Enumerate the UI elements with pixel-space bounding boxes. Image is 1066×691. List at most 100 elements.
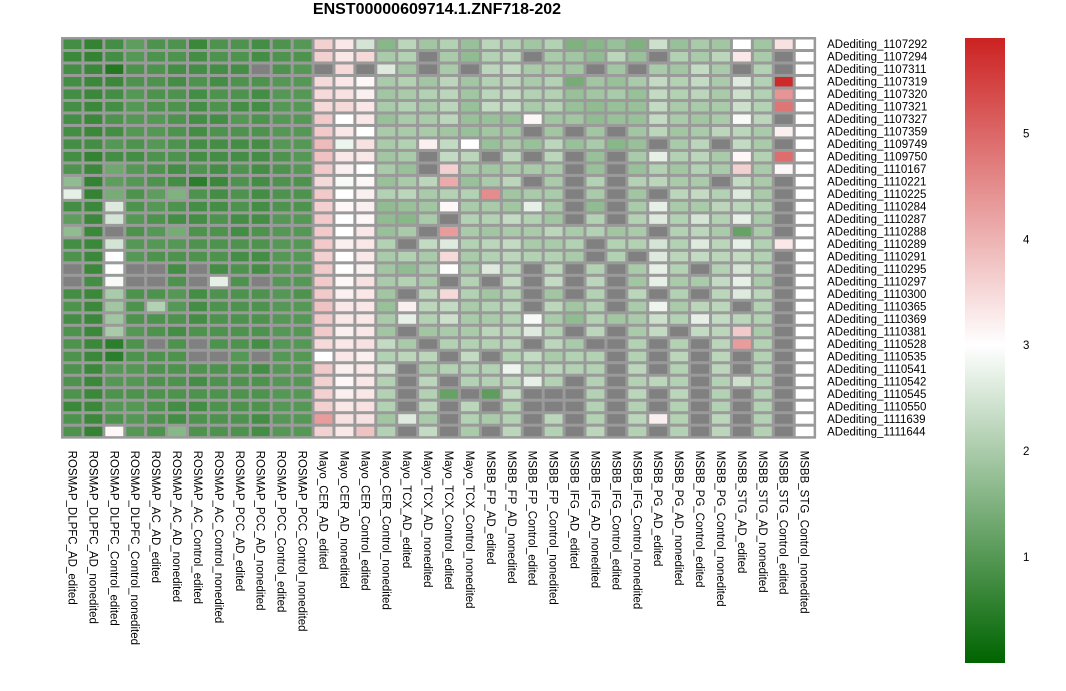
legend-tick-label: 3 bbox=[1023, 340, 1029, 352]
heatmap-cell bbox=[335, 164, 354, 174]
heatmap-cell bbox=[753, 389, 772, 399]
heatmap-cell bbox=[314, 276, 333, 287]
heatmap-cell bbox=[544, 151, 563, 162]
heatmap-cell bbox=[544, 339, 563, 349]
heatmap-cell bbox=[189, 314, 207, 324]
heatmap-cell bbox=[209, 101, 228, 112]
heatmap-cell bbox=[147, 201, 166, 212]
heatmap-cell bbox=[105, 276, 124, 287]
heatmap-cell bbox=[586, 351, 605, 362]
heatmap-cell bbox=[314, 251, 333, 262]
heatmap-cell bbox=[565, 226, 584, 237]
heatmap-cell bbox=[670, 301, 689, 312]
heatmap-cell bbox=[586, 176, 605, 187]
heatmap-cell bbox=[251, 401, 270, 412]
heatmap-cell bbox=[565, 139, 584, 149]
column-label: MSBB_STG_Control_nonedited bbox=[798, 451, 810, 614]
heatmap-cell bbox=[523, 189, 542, 199]
heatmap-cell bbox=[649, 101, 668, 112]
heatmap-cell bbox=[440, 76, 458, 87]
heatmap-cell bbox=[502, 126, 521, 137]
heatmap-cell bbox=[126, 214, 145, 224]
heatmap-cell bbox=[189, 426, 207, 437]
heatmap-cell bbox=[105, 201, 124, 212]
heatmap-cell bbox=[712, 101, 730, 112]
heatmap-cell bbox=[251, 276, 270, 287]
heatmap-cell bbox=[356, 39, 375, 49]
heatmap-cell bbox=[670, 164, 689, 174]
heatmap-cell bbox=[670, 326, 689, 337]
heatmap-cell bbox=[63, 314, 82, 324]
heatmap-cell bbox=[774, 176, 793, 187]
heatmap-cell bbox=[586, 139, 605, 149]
heatmap-cell bbox=[105, 101, 124, 112]
heatmap-cell bbox=[544, 64, 563, 74]
heatmap-cell bbox=[440, 189, 458, 199]
heatmap-cell bbox=[377, 276, 396, 287]
heatmap-cell bbox=[419, 39, 438, 49]
heatmap-cell bbox=[670, 289, 689, 299]
heatmap-cell bbox=[523, 164, 542, 174]
heatmap-cell bbox=[712, 401, 730, 412]
heatmap-cell bbox=[753, 164, 772, 174]
heatmap-cell bbox=[314, 64, 333, 74]
heatmap-cell bbox=[84, 401, 103, 412]
heatmap-cell bbox=[293, 289, 312, 299]
heatmap-cell bbox=[377, 251, 396, 262]
heatmap-cell bbox=[753, 301, 772, 312]
heatmap-cell bbox=[753, 89, 772, 99]
heatmap-cell bbox=[314, 314, 333, 324]
column-label: MSBB_STG_AD_edited bbox=[735, 451, 747, 574]
heatmap-cell bbox=[398, 89, 417, 99]
heatmap-cell bbox=[712, 151, 730, 162]
heatmap-cell bbox=[63, 301, 82, 312]
heatmap-cell bbox=[795, 251, 814, 262]
heatmap-cell bbox=[335, 351, 354, 362]
heatmap-cell bbox=[335, 39, 354, 49]
heatmap-cell bbox=[272, 351, 291, 362]
row-label: ADediting_1110300 bbox=[827, 289, 926, 301]
heatmap-cell bbox=[230, 139, 249, 149]
heatmap-cell bbox=[440, 139, 458, 149]
heatmap-cell bbox=[691, 426, 710, 437]
heatmap-cell bbox=[481, 339, 500, 349]
row-label: ADediting_1110545 bbox=[827, 389, 926, 401]
heatmap-cell bbox=[356, 364, 375, 374]
heatmap-cell bbox=[795, 139, 814, 149]
heatmap-cell bbox=[230, 226, 249, 237]
heatmap-cell bbox=[628, 114, 647, 124]
heatmap-cell bbox=[230, 426, 249, 437]
heatmap-cell bbox=[314, 326, 333, 337]
heatmap-cell bbox=[126, 401, 145, 412]
heatmap-cell bbox=[398, 64, 417, 74]
row-label: ADediting_1110535 bbox=[827, 351, 926, 363]
heatmap-cell bbox=[628, 39, 647, 49]
heatmap-cell bbox=[377, 89, 396, 99]
heatmap-cell bbox=[356, 114, 375, 124]
heatmap-cell bbox=[168, 389, 187, 399]
heatmap-cell bbox=[335, 139, 354, 149]
heatmap-cell bbox=[481, 326, 500, 337]
heatmap-cell bbox=[774, 376, 793, 387]
heatmap-cell bbox=[168, 101, 187, 112]
heatmap-cell bbox=[481, 164, 500, 174]
heatmap-cell bbox=[147, 139, 166, 149]
heatmap-cell bbox=[84, 276, 103, 287]
heatmap-cell bbox=[691, 351, 710, 362]
heatmap-cell bbox=[168, 64, 187, 74]
heatmap-cell bbox=[335, 339, 354, 349]
heatmap-cell bbox=[795, 114, 814, 124]
heatmap-cell bbox=[670, 226, 689, 237]
heatmap-cell bbox=[272, 301, 291, 312]
heatmap-cell bbox=[691, 101, 710, 112]
heatmap-cell bbox=[209, 389, 228, 399]
heatmap-cell bbox=[293, 51, 312, 62]
heatmap-cell bbox=[628, 301, 647, 312]
heatmap-cell bbox=[628, 289, 647, 299]
heatmap-cell bbox=[670, 89, 689, 99]
heatmap-cell bbox=[523, 376, 542, 387]
heatmap-cell bbox=[753, 364, 772, 374]
column-label: Mayo_TCX_AD_nonedited bbox=[421, 451, 433, 588]
heatmap-cell bbox=[565, 176, 584, 187]
heatmap-cell bbox=[523, 389, 542, 399]
